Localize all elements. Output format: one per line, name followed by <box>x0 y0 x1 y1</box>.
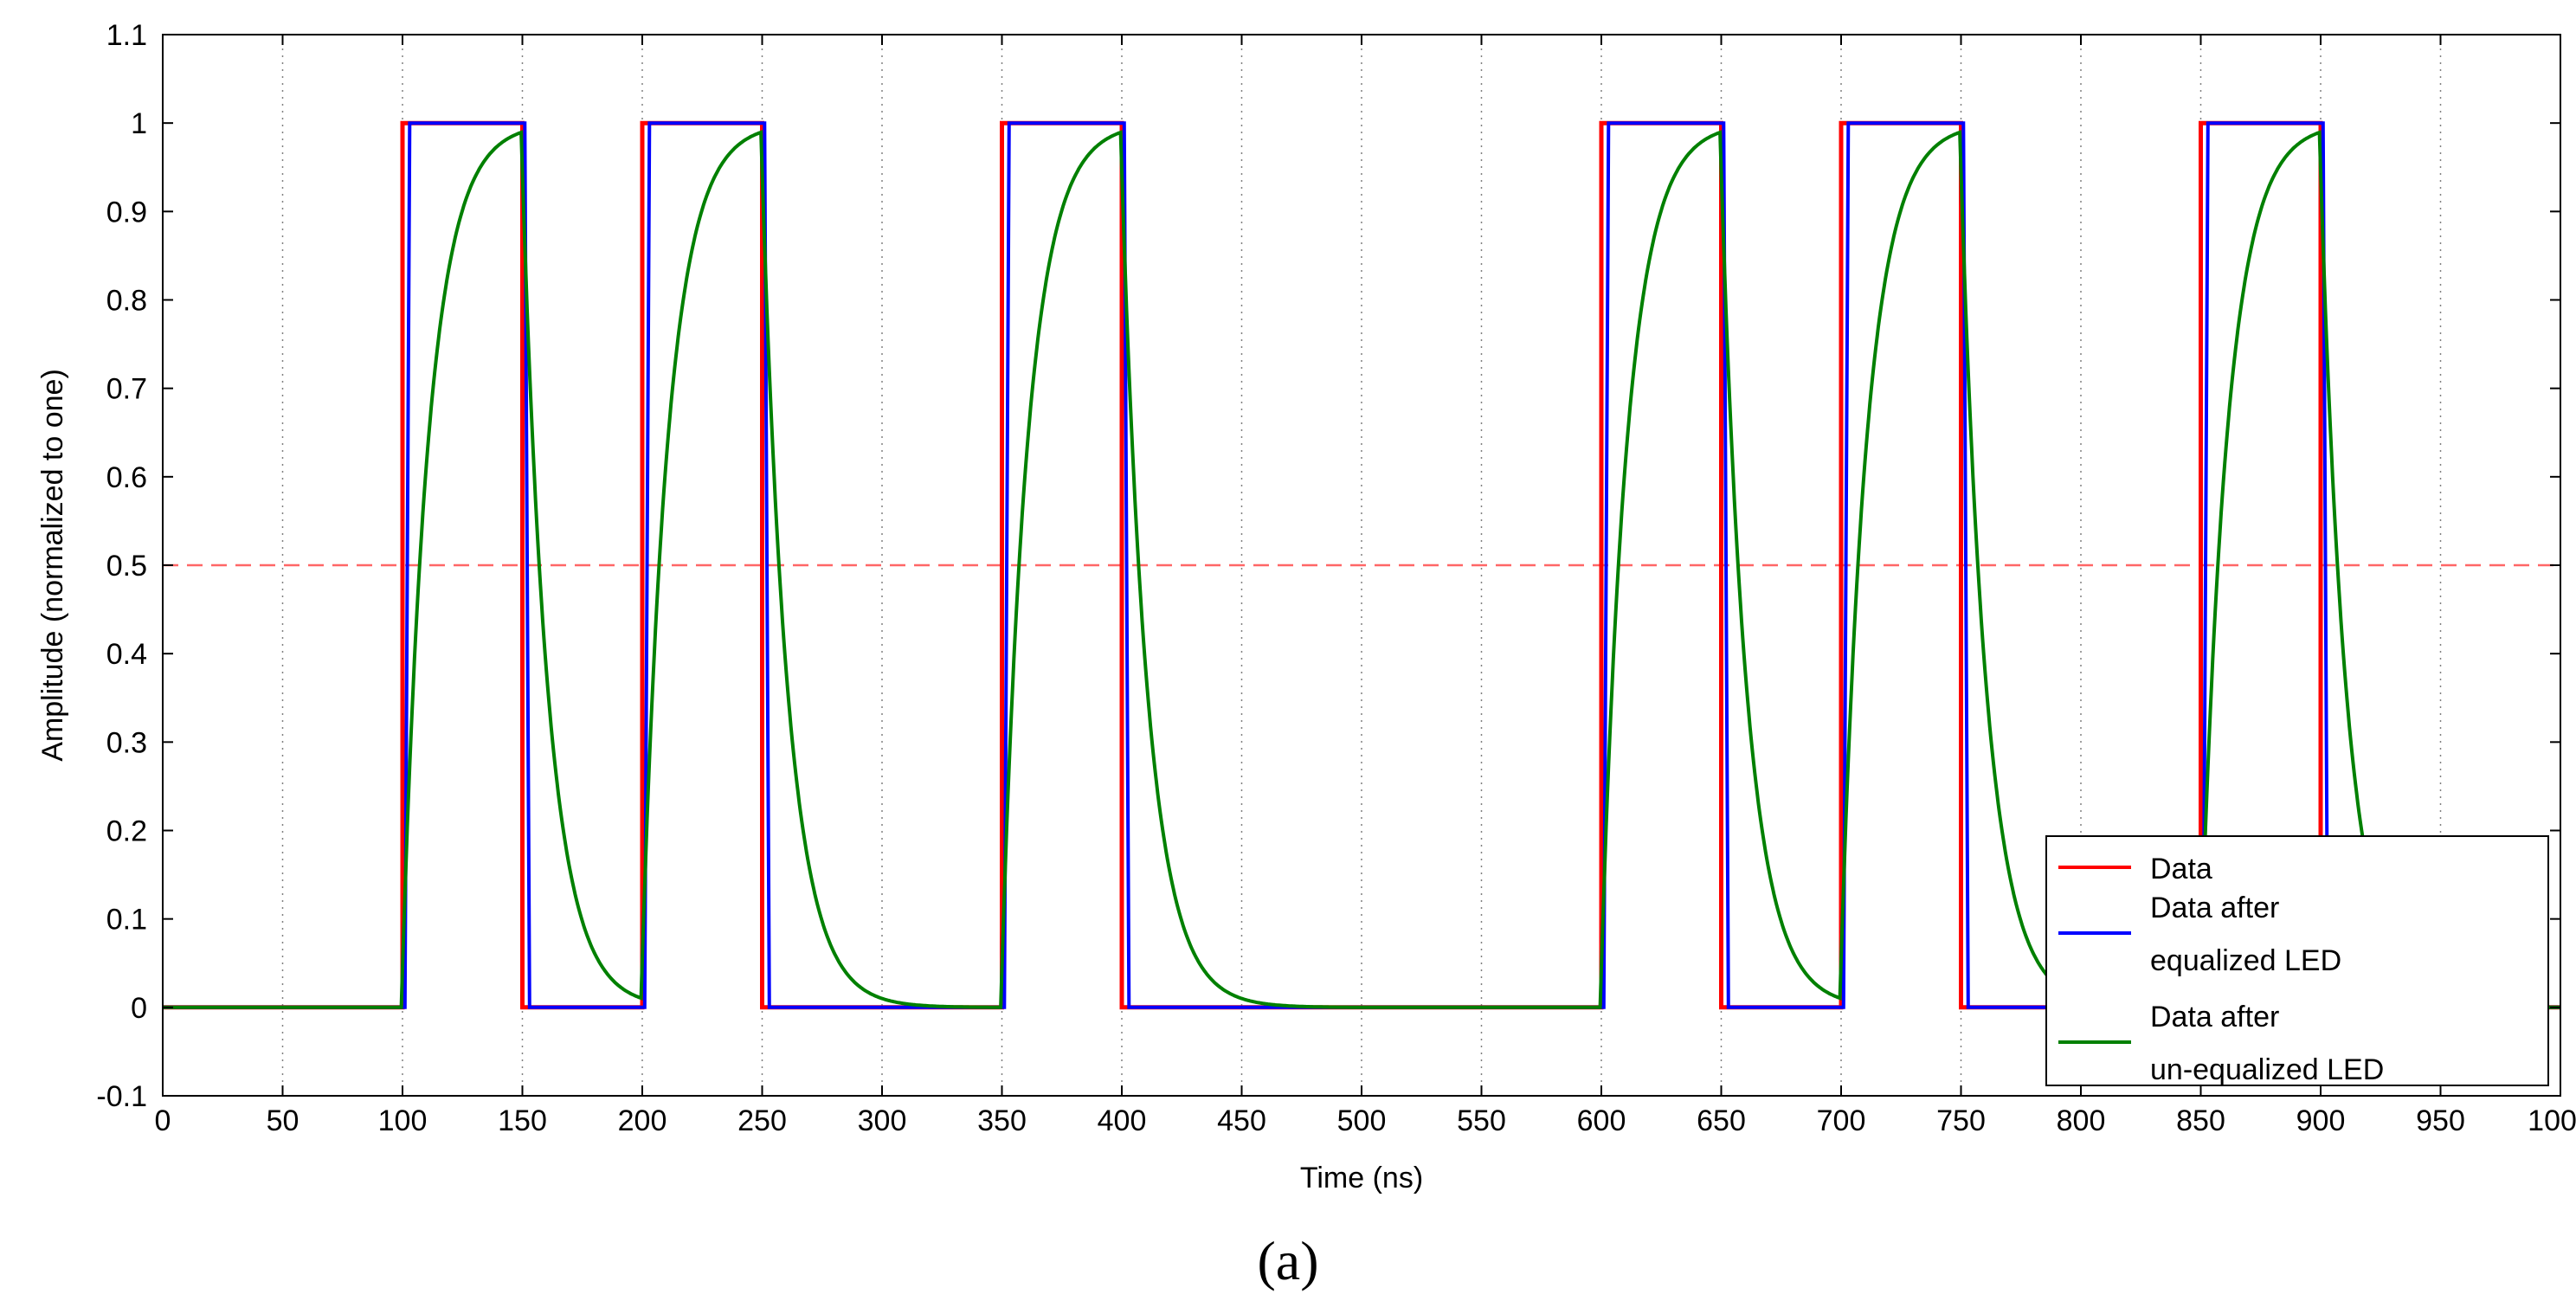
x-tick-label: 250 <box>737 1104 787 1137</box>
figure-caption: (a) <box>1257 1230 1318 1291</box>
x-tick-label: 750 <box>1936 1104 1986 1137</box>
x-tick-label: 100 <box>378 1104 428 1137</box>
y-tick-label: 0.1 <box>106 904 147 937</box>
x-tick-label: 1000 <box>2528 1104 2576 1137</box>
y-tick-label: 0.5 <box>106 550 147 583</box>
x-tick-label: 450 <box>1217 1104 1266 1137</box>
x-tick-label: 550 <box>1457 1104 1506 1137</box>
y-tick-label: 1.1 <box>106 19 147 52</box>
x-tick-label: 850 <box>2176 1104 2225 1137</box>
y-tick-label: 0.9 <box>106 196 147 229</box>
x-tick-label: 300 <box>858 1104 907 1137</box>
x-tick-label: 150 <box>498 1104 547 1137</box>
y-tick-label: 1 <box>131 107 147 140</box>
x-tick-label: 800 <box>2057 1104 2106 1137</box>
legend: Data Data after equalized LED Data after un-… <box>2045 835 2549 1086</box>
y-tick-label: 0.6 <box>106 461 147 494</box>
x-tick-label: 700 <box>1817 1104 1866 1137</box>
x-tick-label: 650 <box>1697 1104 1746 1137</box>
x-tick-label: 350 <box>977 1104 1027 1137</box>
x-tick-label: 900 <box>2296 1104 2346 1137</box>
tick-layer: 0 50 100 150 200 250 300 350 400 450 500 550 600 650 7… <box>96 19 2576 1137</box>
y-tick-label: 0.7 <box>106 373 147 406</box>
x-tick-label: 0 <box>155 1104 171 1137</box>
x-axis-label: Time (ns) <box>1300 1162 1423 1194</box>
y-tick-label: 0 <box>131 992 147 1025</box>
y-tick-label: 0.4 <box>106 638 147 671</box>
legend-entries: Data Data after equalized LED Data after un-… <box>2058 853 2384 1086</box>
x-tick-label: 950 <box>2416 1104 2465 1137</box>
x-tick-label: 600 <box>1577 1104 1626 1137</box>
legend-label: equalized LED <box>2150 944 2341 977</box>
x-tick-label: 400 <box>1098 1104 1147 1137</box>
y-tick-label: 0.2 <box>106 815 147 848</box>
y-tick-label: 0.3 <box>106 726 147 759</box>
legend-label: Data after <box>2150 1001 2279 1033</box>
y-axis-label: Amplitude (normalized to one) <box>36 369 69 762</box>
x-tick-label: 50 <box>267 1104 299 1137</box>
legend-label: un-equalized LED <box>2150 1053 2384 1086</box>
y-tick-label: 0.8 <box>106 285 147 318</box>
x-tick-label: 200 <box>618 1104 667 1137</box>
legend-label: Data <box>2150 853 2212 885</box>
legend-label: Data after <box>2150 892 2279 924</box>
x-tick-label: 500 <box>1337 1104 1387 1137</box>
y-tick-label: -0.1 <box>96 1080 147 1113</box>
